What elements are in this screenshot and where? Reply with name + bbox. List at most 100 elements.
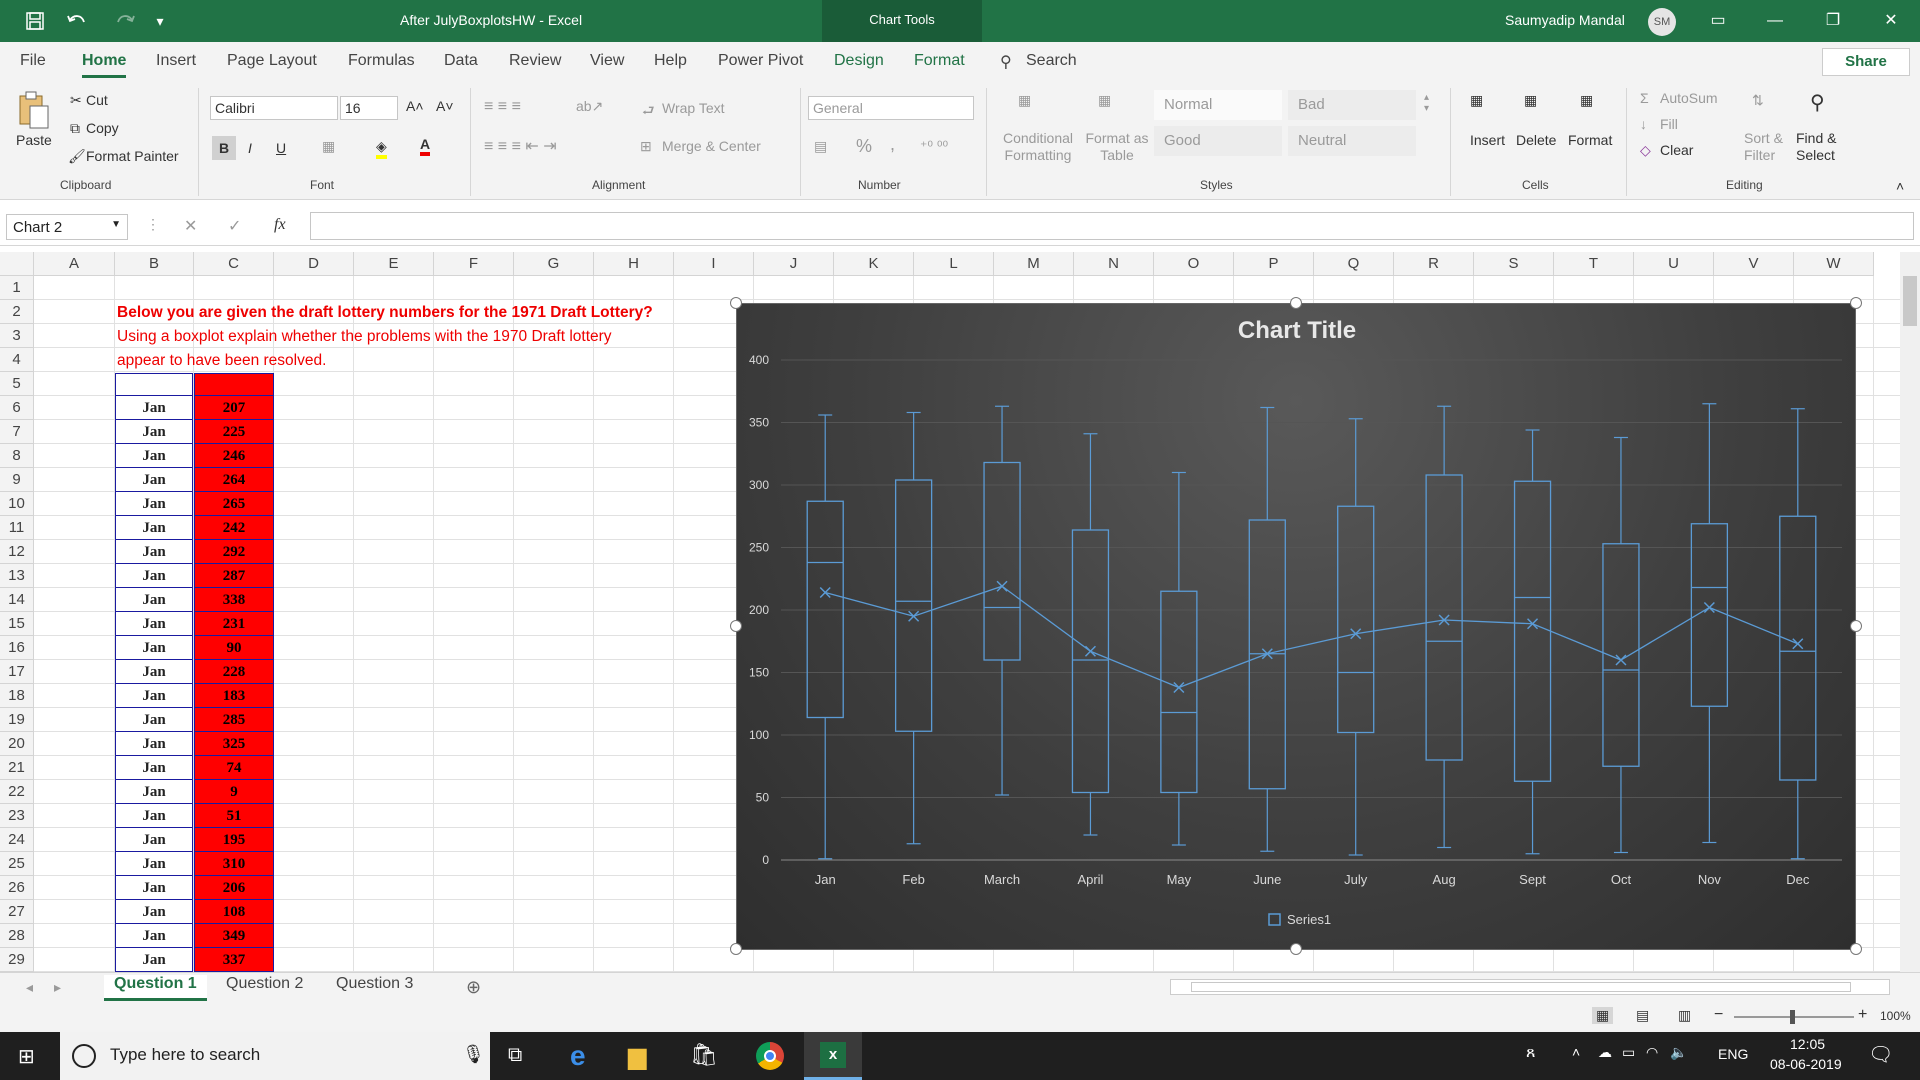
row-header[interactable]: 19 — [0, 708, 34, 732]
scroll-thumb[interactable] — [1903, 276, 1917, 326]
month-cell[interactable]: Jan — [115, 636, 193, 660]
format-cells-button[interactable]: Format — [1568, 132, 1613, 148]
notifications-icon[interactable]: 🗨 — [1868, 1044, 1894, 1066]
column-header[interactable]: T — [1554, 252, 1634, 276]
zoom-level[interactable]: 100% — [1880, 1009, 1911, 1023]
row-header[interactable]: 24 — [0, 828, 34, 852]
row-header[interactable]: 7 — [0, 420, 34, 444]
copy-icon[interactable]: ⧉ — [70, 120, 80, 136]
month-cell[interactable]: Jan — [115, 444, 193, 468]
conditional-formatting-button[interactable]: Conditional Formatting — [1002, 130, 1074, 163]
user-name[interactable]: Saumyadip Mandal — [1505, 12, 1625, 28]
month-cell[interactable]: Jan — [115, 492, 193, 516]
month-cell[interactable]: Jan — [115, 852, 193, 876]
row-header[interactable]: 12 — [0, 540, 34, 564]
lottery-number-cell[interactable]: 310 — [194, 852, 274, 876]
wrap-text-button[interactable]: Wrap Text — [662, 100, 725, 116]
add-sheet-icon[interactable]: ⊕ — [466, 977, 482, 997]
resize-handle[interactable] — [1850, 620, 1862, 632]
font-color-icon[interactable]: A — [420, 136, 431, 156]
row-header[interactable]: 2 — [0, 300, 34, 324]
fill-color-icon[interactable]: ◈ — [376, 138, 387, 159]
orientation-icon[interactable]: ab↗ — [576, 98, 604, 114]
month-cell[interactable]: Jan — [115, 516, 193, 540]
cut-icon[interactable]: ✂ — [70, 92, 82, 108]
merge-icon[interactable]: ⊞ — [640, 138, 652, 154]
column-header[interactable]: K — [834, 252, 914, 276]
tab-home[interactable]: Home — [82, 52, 127, 78]
style-neutral[interactable]: Neutral — [1288, 126, 1416, 156]
row-header[interactable]: 20 — [0, 732, 34, 756]
wifi-icon[interactable]: ◠ — [1646, 1044, 1659, 1060]
normal-view-icon[interactable]: ▦ — [1592, 1007, 1614, 1024]
column-header[interactable]: M — [994, 252, 1074, 276]
month-cell[interactable]: Jan — [115, 948, 193, 972]
month-cell[interactable]: Jan — [115, 780, 193, 804]
zoom-slider[interactable] — [1734, 1010, 1854, 1024]
row-header[interactable]: 25 — [0, 852, 34, 876]
lottery-number-cell[interactable]: 337 — [194, 948, 274, 972]
column-header[interactable]: C — [194, 252, 274, 276]
next-sheet-icon[interactable]: ▸ — [54, 979, 62, 995]
row-header[interactable]: 21 — [0, 756, 34, 780]
tab-insert[interactable]: Insert — [156, 52, 197, 69]
borders-icon[interactable]: ▦ — [322, 138, 336, 154]
vertical-scrollbar[interactable] — [1900, 252, 1920, 972]
resize-handle[interactable] — [1290, 943, 1302, 955]
decimal-icon[interactable]: ⁺⁰ ⁰⁰ — [920, 138, 949, 154]
conditional-formatting-icon[interactable]: ▦ — [1018, 92, 1032, 108]
cut-button[interactable]: Cut — [86, 92, 108, 108]
month-cell[interactable]: Jan — [115, 420, 193, 444]
row-header[interactable]: 22 — [0, 780, 34, 804]
lottery-number-cell[interactable]: 325 — [194, 732, 274, 756]
column-header[interactable]: D — [274, 252, 354, 276]
sort-filter-button[interactable]: Sort & Filter — [1744, 130, 1783, 163]
wrap-text-icon[interactable]: ⮐ — [642, 102, 655, 118]
lottery-number-cell[interactable]: 287 — [194, 564, 274, 588]
row-header[interactable]: 4 — [0, 348, 34, 372]
lottery-number-cell[interactable]: 246 — [194, 444, 274, 468]
taskbar-search[interactable]: Type here to search 🎙 — [60, 1032, 490, 1080]
month-cell[interactable]: Jan — [115, 660, 193, 684]
tab-formulas[interactable]: Formulas — [348, 52, 415, 69]
resize-handle[interactable] — [1290, 297, 1302, 309]
tab-format[interactable]: Format — [914, 52, 965, 69]
edge-icon[interactable]: e — [570, 1040, 586, 1071]
row-header[interactable]: 14 — [0, 588, 34, 612]
row-header[interactable]: 8 — [0, 444, 34, 468]
column-header[interactable]: I — [674, 252, 754, 276]
customize-toolbar-icon[interactable]: ▾ — [156, 12, 164, 29]
row-header[interactable]: 16 — [0, 636, 34, 660]
resize-handle[interactable] — [1850, 943, 1862, 955]
row-header[interactable]: 1 — [0, 276, 34, 300]
ribbon-display-icon[interactable]: ▭ — [1710, 12, 1726, 29]
clock-date[interactable]: 08-06-2019 — [1770, 1056, 1842, 1072]
avatar[interactable]: SM — [1648, 8, 1676, 36]
save-icon[interactable] — [20, 0, 50, 42]
row-header[interactable]: 9 — [0, 468, 34, 492]
row-header[interactable]: 11 — [0, 516, 34, 540]
month-cell[interactable]: Jan — [115, 468, 193, 492]
row-header[interactable]: 27 — [0, 900, 34, 924]
windows-start-icon[interactable]: ⊞ — [18, 1046, 35, 1068]
onedrive-icon[interactable]: ☁ — [1598, 1044, 1612, 1060]
language-indicator[interactable]: ENG — [1718, 1046, 1749, 1062]
share-button[interactable]: Share — [1822, 48, 1910, 76]
resize-handle[interactable] — [730, 943, 742, 955]
sheet-tab-question-3[interactable]: Question 3 — [336, 975, 414, 992]
number-format-select[interactable]: General — [808, 96, 974, 120]
tab-power-pivot[interactable]: Power Pivot — [718, 52, 804, 69]
insert-cells-button[interactable]: Insert — [1470, 132, 1506, 148]
merge-center-button[interactable]: Merge & Center — [662, 138, 761, 154]
month-cell[interactable]: Jan — [115, 588, 193, 612]
font-size-select[interactable]: 16 — [340, 96, 398, 120]
resize-handle[interactable] — [730, 297, 742, 309]
name-box[interactable]: Chart 2 ▼ — [6, 214, 128, 240]
clear-icon[interactable]: ◇ — [1640, 142, 1651, 158]
row-header[interactable]: 15 — [0, 612, 34, 636]
column-header[interactable]: G — [514, 252, 594, 276]
row-header[interactable]: 13 — [0, 564, 34, 588]
close-icon[interactable]: ✕ — [1884, 12, 1898, 29]
style-good[interactable]: Good — [1154, 126, 1282, 156]
column-header[interactable]: N — [1074, 252, 1154, 276]
